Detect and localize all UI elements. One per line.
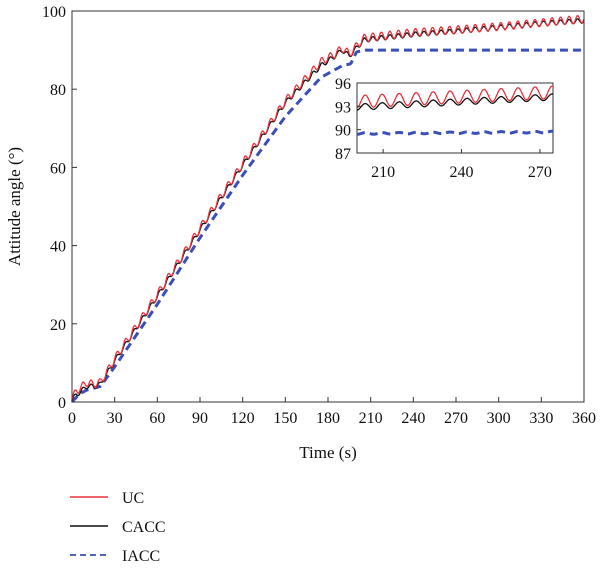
inset-x-tick-label: 210 — [371, 164, 395, 181]
x-axis-label: Time (s) — [299, 443, 356, 462]
x-tick-label: 0 — [68, 410, 76, 427]
inset-plot-series — [356, 85, 554, 136]
legend-label-iacc: IACC — [122, 548, 160, 565]
inset-series-line-uc — [356, 85, 554, 109]
x-tick-label: 240 — [401, 410, 425, 427]
inset-x-tick-label: 240 — [450, 164, 474, 181]
legend: UC CACC IACC — [70, 490, 166, 565]
inset-y-tick-label: 90 — [335, 123, 351, 140]
x-tick-label: 30 — [107, 410, 123, 427]
y-tick-label: 0 — [58, 395, 66, 412]
inset-y-tick-label: 93 — [335, 99, 351, 116]
x-tick-label: 210 — [359, 410, 383, 427]
inset-series-line-iacc — [356, 129, 554, 136]
x-tick-label: 120 — [231, 410, 255, 427]
y-tick-label: 80 — [50, 82, 66, 99]
inset-y-tick-label: 87 — [335, 146, 351, 163]
inset-axes: 210 240 270 96 93 90 87 — [335, 76, 552, 181]
y-tick-label: 100 — [42, 4, 66, 21]
x-tick-label: 180 — [316, 410, 340, 427]
legend-label-uc: UC — [122, 490, 144, 507]
x-tick-label: 60 — [149, 410, 165, 427]
x-tick-label: 360 — [572, 410, 596, 427]
y-tick-label: 20 — [50, 317, 66, 334]
legend-label-cacc: CACC — [122, 519, 166, 536]
x-tick-label: 150 — [273, 410, 297, 427]
y-axis-label: Attitude angle (°) — [5, 147, 24, 266]
x-tick-label: 300 — [487, 410, 511, 427]
series-line-uc — [71, 14, 585, 401]
series-line-iacc — [70, 48, 584, 404]
inset-x-tick-label: 270 — [528, 164, 552, 181]
y-tick-label: 60 — [50, 160, 66, 177]
main-plot-series — [70, 14, 585, 404]
inset-plot-area — [356, 82, 554, 154]
x-tick-label: 270 — [444, 410, 468, 427]
inset-series-line-cacc — [356, 93, 554, 111]
inset-y-tick-label: 96 — [335, 76, 351, 93]
x-tick-label: 330 — [529, 410, 553, 427]
x-tick-label: 90 — [192, 410, 208, 427]
y-tick-label: 40 — [50, 239, 66, 256]
main-axes: 0 30 60 90 120 150 180 210 240 270 300 330 360 0 20 40 6… — [42, 4, 596, 427]
